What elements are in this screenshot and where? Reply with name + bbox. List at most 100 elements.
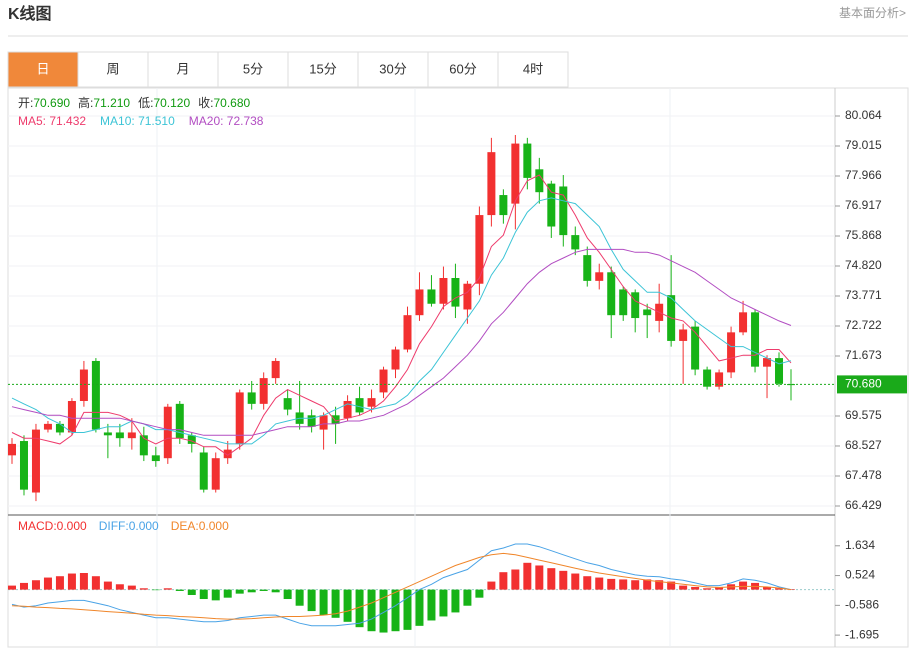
candle-body xyxy=(559,186,568,236)
macd-bar xyxy=(523,562,532,590)
legend-item: MA20: 72.738 xyxy=(189,114,264,128)
macd-bar xyxy=(8,585,16,590)
info-value: 70.120 xyxy=(153,96,190,110)
tab[interactable] xyxy=(287,51,359,88)
line xyxy=(11,552,792,620)
macd-bar xyxy=(571,573,580,590)
candle-body xyxy=(367,398,376,407)
candle-body xyxy=(211,458,220,490)
candle-body xyxy=(511,143,520,204)
macd-bar xyxy=(235,589,244,594)
macd-bar xyxy=(223,589,232,598)
macd-bar xyxy=(499,572,508,590)
candle-body xyxy=(127,432,136,439)
y-tick-label: 71.673 xyxy=(845,348,882,362)
macd-bar xyxy=(487,581,496,590)
y-tick-label: 74.820 xyxy=(845,258,882,272)
macd-bar xyxy=(643,579,652,590)
tab[interactable] xyxy=(497,51,569,88)
y-tick-label: 68.527 xyxy=(845,438,882,452)
candle-body xyxy=(763,358,772,367)
candle-body xyxy=(523,143,532,178)
macd-bar xyxy=(667,581,676,590)
candle-body xyxy=(247,392,256,404)
candle-body xyxy=(307,415,316,427)
candle-body xyxy=(487,152,496,216)
y-tick-label: -0.586 xyxy=(845,598,879,612)
info-value: 70.690 xyxy=(33,96,70,110)
macd-bar xyxy=(511,569,520,590)
tab-label[interactable]: 60分 xyxy=(449,61,476,76)
macd-bar xyxy=(115,584,124,590)
candle-body xyxy=(535,169,544,193)
legend-item: MACD:0.000 xyxy=(18,519,87,533)
tab[interactable] xyxy=(217,51,289,88)
macd-bar xyxy=(19,582,28,590)
tab-label[interactable]: 15分 xyxy=(309,61,336,76)
macd-bar xyxy=(163,588,172,590)
macd-bar xyxy=(631,580,640,590)
candle-body xyxy=(715,372,724,387)
candle-body xyxy=(319,415,328,430)
macd-bar xyxy=(139,588,148,590)
page-title: K线图 xyxy=(8,4,52,23)
candle-body xyxy=(463,283,472,310)
macd-bar xyxy=(127,585,136,590)
candle-body xyxy=(8,443,16,456)
tab-label[interactable]: 5分 xyxy=(243,61,263,76)
tab[interactable] xyxy=(7,51,79,88)
candle-body xyxy=(223,449,232,459)
macd-bar xyxy=(535,565,544,590)
candle-body xyxy=(775,358,784,384)
macd-bar xyxy=(271,589,280,593)
line xyxy=(11,543,792,627)
y-tick-label: 1.634 xyxy=(845,538,875,552)
candle-body xyxy=(259,378,268,404)
candle-body xyxy=(43,423,52,430)
macd-bar xyxy=(343,589,352,622)
macd-bar xyxy=(295,589,304,606)
y-tick-label: -1.695 xyxy=(845,627,879,641)
macd-bar xyxy=(691,586,700,590)
tab-label[interactable]: 月 xyxy=(176,61,189,76)
tab[interactable] xyxy=(427,51,499,88)
last-price-label: 70.680 xyxy=(845,377,882,391)
candle-body xyxy=(103,432,112,436)
candle-body xyxy=(331,415,340,424)
candle-body xyxy=(595,272,604,281)
legend-item: MA5: 71.432 xyxy=(18,114,86,128)
info-value: 71.210 xyxy=(93,96,130,110)
candle-body xyxy=(139,435,148,456)
macd-bar xyxy=(763,586,772,590)
macd-bar xyxy=(211,589,220,601)
tab-label[interactable]: 30分 xyxy=(379,61,406,76)
fundamental-link[interactable]: 基本面分析> xyxy=(839,6,906,20)
candle-body xyxy=(499,195,508,216)
line xyxy=(11,174,792,456)
candle-body xyxy=(619,289,628,316)
candle-body xyxy=(175,403,184,439)
tab-label[interactable]: 日 xyxy=(36,61,49,76)
info-label: 开: xyxy=(18,96,33,110)
y-tick-label: 0.524 xyxy=(845,568,875,582)
candle-body xyxy=(631,292,640,319)
candle-body xyxy=(403,315,412,350)
macd-bar xyxy=(463,589,472,606)
macd-bar xyxy=(247,589,256,593)
macd-bar xyxy=(31,580,40,590)
macd-bar xyxy=(583,576,592,590)
macd-bar xyxy=(607,578,616,590)
macd-bar xyxy=(307,589,316,612)
macd-bar xyxy=(475,589,484,598)
tab-label[interactable]: 周 xyxy=(106,61,119,76)
candle-body xyxy=(475,215,484,284)
macd-bar xyxy=(103,581,112,590)
candle-body xyxy=(439,278,448,304)
tab[interactable] xyxy=(357,51,429,88)
info-label: 收: xyxy=(198,96,213,110)
macd-bar xyxy=(739,581,748,590)
macd-bar xyxy=(451,589,460,613)
candle-body xyxy=(235,392,244,444)
tab-label[interactable]: 4时 xyxy=(523,61,543,76)
candle-body xyxy=(727,332,736,373)
